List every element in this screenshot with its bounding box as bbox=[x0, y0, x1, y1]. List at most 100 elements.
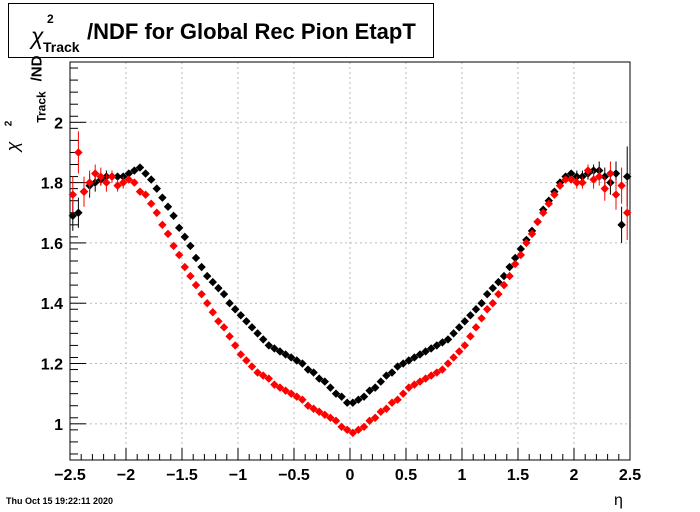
data-point bbox=[326, 383, 335, 392]
data-point bbox=[270, 380, 279, 389]
data-point bbox=[382, 404, 391, 413]
data-point bbox=[387, 368, 397, 377]
data-point bbox=[74, 148, 83, 157]
data-point bbox=[326, 413, 335, 422]
data-point bbox=[376, 407, 385, 416]
data-point bbox=[158, 220, 167, 230]
data-point bbox=[91, 169, 100, 178]
chart-title: /NDF for Global Rec Pion EtapT bbox=[87, 19, 416, 44]
data-point bbox=[522, 238, 531, 248]
data-point bbox=[79, 187, 89, 196]
data-point bbox=[623, 172, 632, 181]
data-point bbox=[527, 229, 537, 239]
data-point bbox=[382, 371, 391, 380]
data-point bbox=[175, 223, 184, 233]
y-tick-label: 1.4 bbox=[41, 296, 63, 313]
data-point bbox=[449, 329, 458, 338]
data-point bbox=[393, 395, 402, 404]
data-point bbox=[455, 323, 464, 332]
data-point bbox=[74, 208, 83, 217]
data-point bbox=[158, 193, 167, 202]
data-point bbox=[617, 220, 626, 230]
data-point bbox=[119, 178, 128, 187]
data-point bbox=[348, 428, 357, 438]
data-point bbox=[421, 374, 430, 383]
data-point bbox=[113, 181, 122, 190]
data-point bbox=[539, 208, 548, 217]
data-point bbox=[415, 350, 425, 359]
data-point bbox=[186, 241, 195, 251]
data-point bbox=[236, 311, 245, 320]
data-point bbox=[225, 332, 234, 341]
x-tick-label: −1.5 bbox=[166, 467, 198, 484]
data-point bbox=[365, 386, 374, 395]
data-point bbox=[387, 398, 397, 407]
data-point bbox=[275, 383, 285, 392]
data-point bbox=[152, 184, 161, 193]
data-point bbox=[191, 280, 201, 290]
data-point bbox=[572, 178, 581, 187]
plot-frame bbox=[69, 61, 631, 461]
title-superscript: 2 bbox=[47, 12, 54, 26]
data-point bbox=[113, 172, 122, 181]
data-point bbox=[505, 262, 514, 272]
data-point bbox=[141, 169, 150, 178]
x-tick-label: 2 bbox=[570, 467, 579, 484]
data-point bbox=[488, 299, 497, 308]
y-tick-label: 1.6 bbox=[41, 236, 63, 253]
data-point bbox=[371, 383, 380, 392]
data-point bbox=[331, 416, 341, 426]
data-point bbox=[399, 389, 408, 398]
data-point bbox=[270, 344, 279, 353]
data-point bbox=[320, 410, 329, 419]
data-point bbox=[264, 374, 273, 383]
data-point bbox=[259, 371, 268, 380]
data-point bbox=[611, 190, 621, 199]
data-point bbox=[135, 187, 145, 196]
data-point bbox=[275, 347, 285, 356]
data-point bbox=[337, 392, 346, 401]
y-tick-label: 1 bbox=[54, 417, 63, 434]
data-point bbox=[197, 289, 206, 299]
y-axis-superscript: 2 bbox=[3, 120, 15, 127]
data-point bbox=[292, 356, 301, 365]
data-point bbox=[567, 169, 576, 178]
data-point bbox=[399, 359, 408, 368]
data-point bbox=[315, 374, 324, 383]
data-point bbox=[354, 395, 363, 404]
data-point bbox=[169, 241, 178, 251]
data-point bbox=[477, 314, 486, 323]
data-point bbox=[175, 250, 184, 260]
data-point bbox=[617, 181, 626, 190]
data-point bbox=[421, 347, 430, 356]
data-point bbox=[331, 389, 341, 398]
data-point bbox=[68, 211, 77, 220]
data-point bbox=[511, 253, 520, 263]
data-point bbox=[410, 380, 419, 389]
data-point bbox=[589, 175, 598, 184]
data-point bbox=[130, 178, 139, 187]
data-point bbox=[68, 190, 77, 199]
data-point bbox=[449, 353, 458, 362]
axis-ticks bbox=[69, 67, 631, 460]
data-point bbox=[404, 356, 413, 365]
data-point bbox=[214, 317, 223, 326]
data-point bbox=[309, 368, 318, 377]
data-point bbox=[511, 259, 520, 269]
y-axis-chi: χ bbox=[2, 141, 23, 152]
data-point bbox=[315, 407, 324, 416]
data-point bbox=[348, 398, 357, 407]
data-point bbox=[169, 211, 178, 220]
data-point bbox=[292, 392, 301, 401]
data-point bbox=[505, 271, 514, 281]
data-point bbox=[404, 383, 413, 392]
data-point bbox=[483, 289, 492, 299]
data-point bbox=[494, 277, 503, 287]
data-point bbox=[376, 377, 385, 386]
data-point bbox=[550, 190, 559, 199]
y-tick-label: 1.8 bbox=[41, 176, 63, 193]
data-point bbox=[494, 289, 503, 299]
data-point bbox=[466, 332, 475, 341]
y-tick-label: 1.2 bbox=[41, 357, 63, 374]
x-tick-label: 0 bbox=[346, 467, 355, 484]
